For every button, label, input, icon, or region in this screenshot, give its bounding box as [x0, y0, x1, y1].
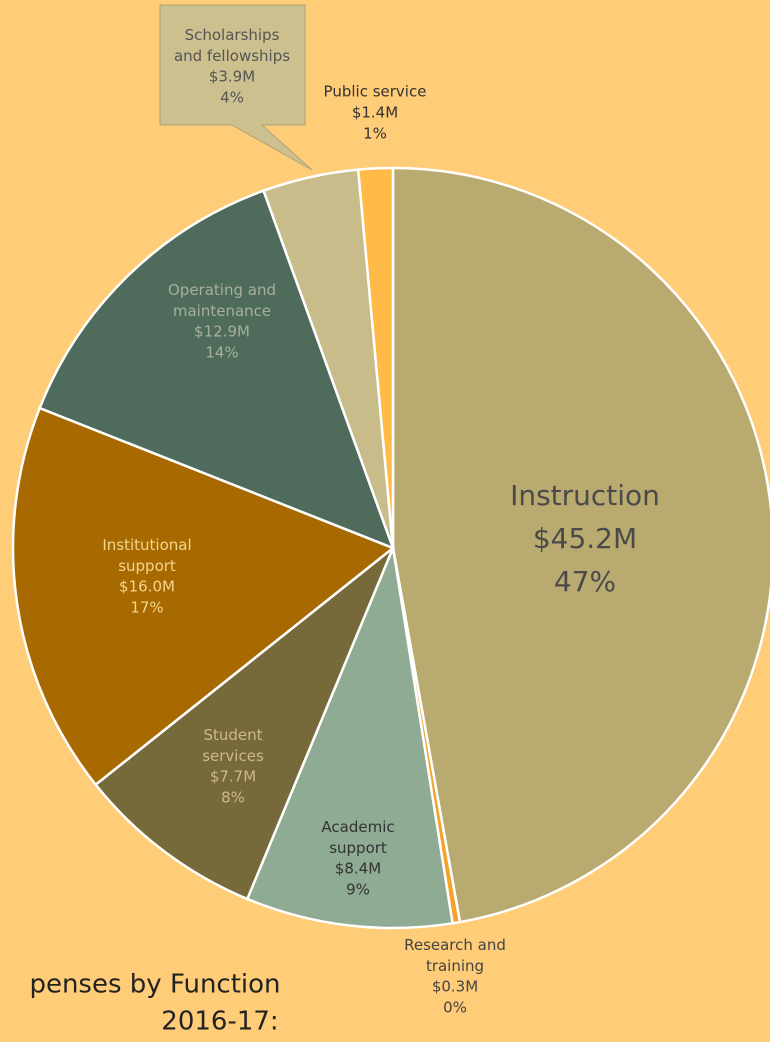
percent-label: 14% [205, 344, 238, 362]
value-label: $12.9M [194, 323, 250, 341]
pie-slice [391, 166, 770, 924]
pie-slice [245, 543, 454, 930]
pie-slice [93, 547, 395, 901]
slice-label: Academic support [321, 818, 394, 857]
percent-label: 1% [363, 125, 387, 143]
slice-label: Student services [202, 726, 264, 765]
value-label: $16.0M [119, 578, 175, 596]
percent-label: 8% [221, 789, 245, 807]
slice-label: Institutional support [102, 536, 191, 575]
value-label: $7.7M [210, 768, 256, 786]
slice-label: Operating and maintenance [168, 281, 276, 320]
percent-label: 4% [220, 89, 244, 107]
slice-label: Public service [324, 83, 427, 101]
percent-label: 47% [554, 565, 616, 598]
callout-box [159, 4, 313, 171]
slice-label: Scholarships and fellowships [174, 26, 290, 65]
pie-slice [11, 406, 396, 787]
percent-label: 17% [130, 599, 163, 617]
percent-label: 9% [346, 881, 370, 899]
slice-label: Instruction [510, 479, 660, 512]
value-label: $1.4M [352, 104, 398, 122]
slice-label: Research and training [404, 936, 506, 975]
value-label: $8.4M [335, 860, 381, 878]
value-label: $45.2M [533, 522, 637, 555]
value-label: $0.3M [432, 978, 478, 996]
value-label: $3.9M [209, 68, 255, 86]
pie-slice [38, 189, 396, 551]
chart-title: penses by Function [29, 970, 280, 1000]
chart-title: 2016-17: [161, 1007, 278, 1037]
percent-label: 0% [443, 999, 467, 1017]
pie-slice [356, 166, 395, 549]
